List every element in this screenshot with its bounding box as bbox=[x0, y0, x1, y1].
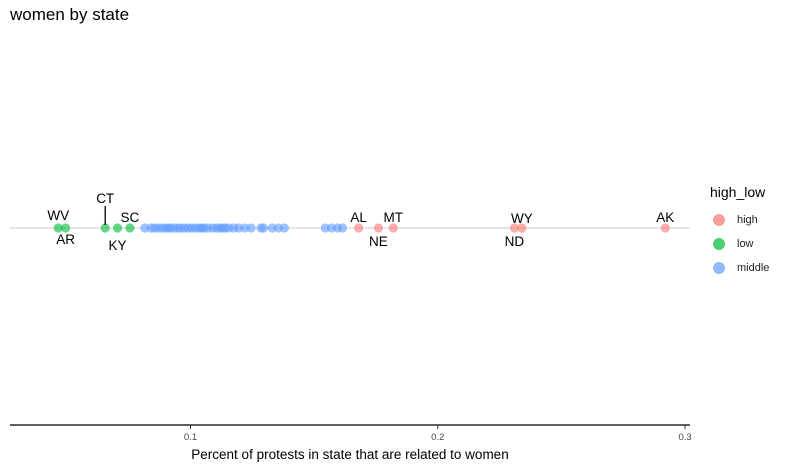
x-axis-title: Percent of protests in state that are re… bbox=[191, 447, 508, 462]
point-label: KY bbox=[109, 238, 127, 253]
legend-key-middle bbox=[713, 262, 725, 274]
point-label: AR bbox=[56, 232, 75, 247]
data-point-high bbox=[354, 223, 364, 233]
data-point-high bbox=[660, 223, 670, 233]
point-label: MT bbox=[384, 210, 404, 225]
point-label: AL bbox=[350, 210, 367, 225]
point-label: CT bbox=[96, 191, 114, 206]
data-point-high bbox=[509, 223, 520, 233]
data-point-high bbox=[373, 223, 384, 233]
legend-item-middle: middle bbox=[710, 256, 790, 280]
data-point-high bbox=[517, 223, 527, 233]
point-label: ND bbox=[505, 234, 525, 249]
point-label: AK bbox=[656, 210, 674, 225]
legend-label-high: high bbox=[737, 214, 758, 226]
x-tick-label: 0.1 bbox=[184, 432, 197, 443]
legend-item-high: high bbox=[710, 208, 790, 232]
legend-key-low bbox=[713, 238, 725, 250]
chart-title: women by state bbox=[10, 5, 130, 24]
data-points bbox=[53, 223, 670, 233]
data-point-low bbox=[112, 223, 123, 233]
point-label: SC bbox=[121, 210, 140, 225]
data-point-low bbox=[53, 223, 63, 233]
legend-key-high bbox=[713, 214, 725, 226]
data-point-middle bbox=[258, 223, 269, 233]
data-point-low bbox=[61, 223, 71, 233]
point-label: NE bbox=[369, 234, 388, 249]
point-label: WV bbox=[47, 208, 69, 223]
legend-title: high_low bbox=[710, 184, 766, 200]
data-point-middle bbox=[337, 223, 348, 233]
data-point-high bbox=[388, 223, 398, 233]
legend-item-low: low bbox=[710, 232, 790, 256]
x-axis-ticks: 0.1 0.2 0.3 bbox=[184, 425, 692, 443]
point-label: WY bbox=[511, 211, 533, 226]
data-point-middle bbox=[246, 223, 256, 233]
data-point-low bbox=[125, 223, 135, 233]
x-tick-label: 0.3 bbox=[678, 432, 691, 443]
legend: high_low high low middle bbox=[710, 184, 790, 280]
data-point-middle bbox=[279, 223, 290, 233]
data-point-low bbox=[100, 223, 110, 233]
legend-label-middle: middle bbox=[737, 262, 770, 274]
x-tick-label: 0.2 bbox=[431, 432, 444, 443]
legend-label-low: low bbox=[737, 238, 754, 250]
